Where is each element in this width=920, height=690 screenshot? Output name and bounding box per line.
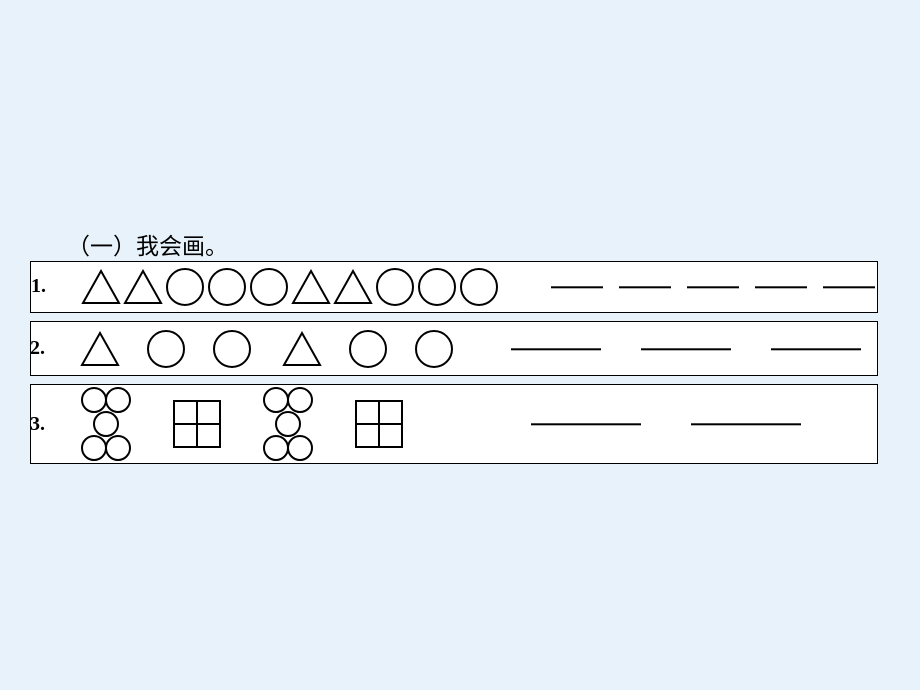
circle-icon: [212, 329, 252, 369]
answer-blank[interactable]: [531, 423, 641, 425]
circle-icon: [348, 329, 388, 369]
circle-icon: [249, 267, 289, 307]
grid-square-icon: [172, 399, 222, 449]
triangle-icon: [333, 269, 373, 305]
shape-sequence: [80, 386, 404, 462]
circle-stack-icon: [80, 386, 132, 462]
row-number: 1.: [31, 275, 46, 298]
circle-icon: [375, 267, 415, 307]
triangle-icon: [80, 331, 120, 367]
circle-stack-icon: [262, 386, 314, 462]
answer-blank[interactable]: [511, 348, 601, 350]
answer-blank[interactable]: [551, 286, 603, 288]
pattern-row: [30, 321, 878, 376]
triangle-icon: [282, 331, 322, 367]
answer-blank[interactable]: [687, 286, 739, 288]
slide: （一）我会画。 1. 2. 3.: [0, 0, 920, 690]
circle-icon: [459, 267, 499, 307]
triangle-icon: [123, 269, 163, 305]
circle-icon: [417, 267, 457, 307]
shape-sequence: [80, 329, 454, 369]
triangle-icon: [291, 269, 331, 305]
answer-blank[interactable]: [771, 348, 861, 350]
answer-blanks: [551, 286, 920, 288]
section-title: （一）我会画。: [67, 227, 228, 261]
answer-blank[interactable]: [755, 286, 807, 288]
circle-icon: [414, 329, 454, 369]
row-number: 3.: [30, 413, 45, 436]
answer-blank[interactable]: [691, 423, 801, 425]
grid-square-icon: [354, 399, 404, 449]
row-number: 2.: [30, 337, 45, 360]
answer-blanks: [511, 348, 920, 350]
answer-blanks: [531, 423, 920, 425]
circle-icon: [207, 267, 247, 307]
pattern-row: [30, 261, 878, 313]
answer-blank[interactable]: [823, 286, 875, 288]
triangle-icon: [81, 269, 121, 305]
answer-blank[interactable]: [641, 348, 731, 350]
pattern-row: [30, 384, 878, 464]
circle-icon: [146, 329, 186, 369]
answer-blank[interactable]: [619, 286, 671, 288]
circle-icon: [165, 267, 205, 307]
shape-sequence: [81, 267, 501, 307]
